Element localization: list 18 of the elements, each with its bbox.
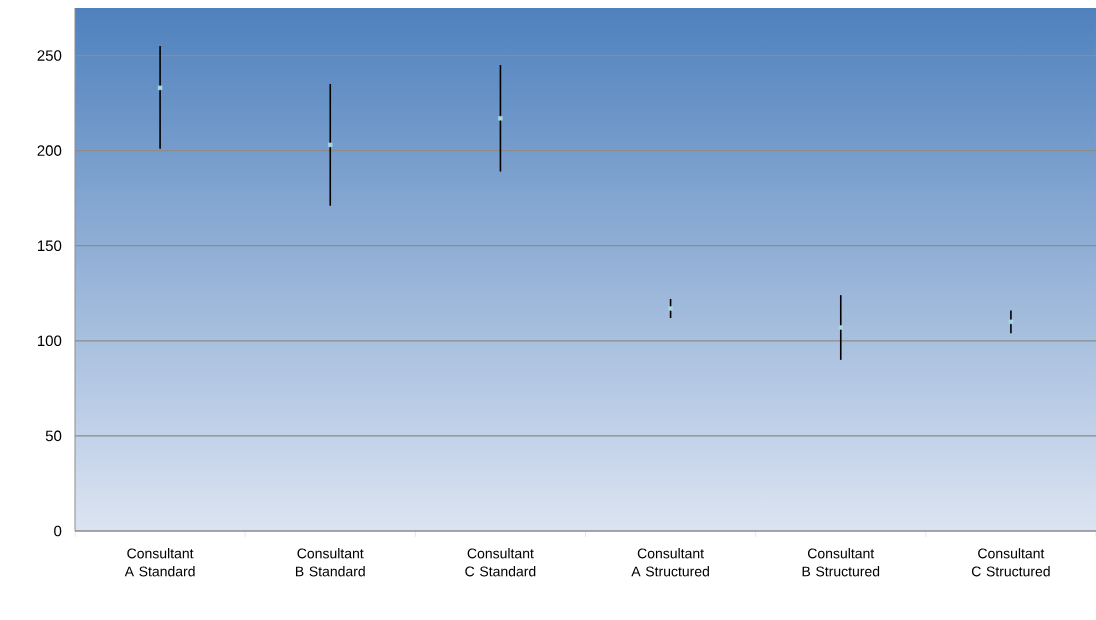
point <box>668 306 673 311</box>
y-tick-label: 50 <box>45 430 62 442</box>
x-tick-label: Consultant B Structured <box>802 548 880 577</box>
x-tick-label: Consultant A Structured <box>631 548 709 577</box>
point <box>157 85 163 91</box>
x-tick-label: Consultant B Standard <box>295 548 365 577</box>
point <box>328 142 333 148</box>
y-tick-label: 0 <box>54 525 62 537</box>
y-tick-label: 200 <box>37 145 62 156</box>
point <box>1008 319 1014 324</box>
point <box>838 325 843 330</box>
point <box>498 116 503 121</box>
y-tick-label: 100 <box>37 335 62 347</box>
x-tick-label: Consultant A Standard <box>124 548 195 577</box>
y-tick-label: 250 <box>37 50 62 61</box>
x-tick-label: Consultant C Structured <box>971 548 1050 577</box>
x-tick-label: Consultant C Standard <box>465 548 536 577</box>
y-tick-label: 150 <box>37 240 62 252</box>
